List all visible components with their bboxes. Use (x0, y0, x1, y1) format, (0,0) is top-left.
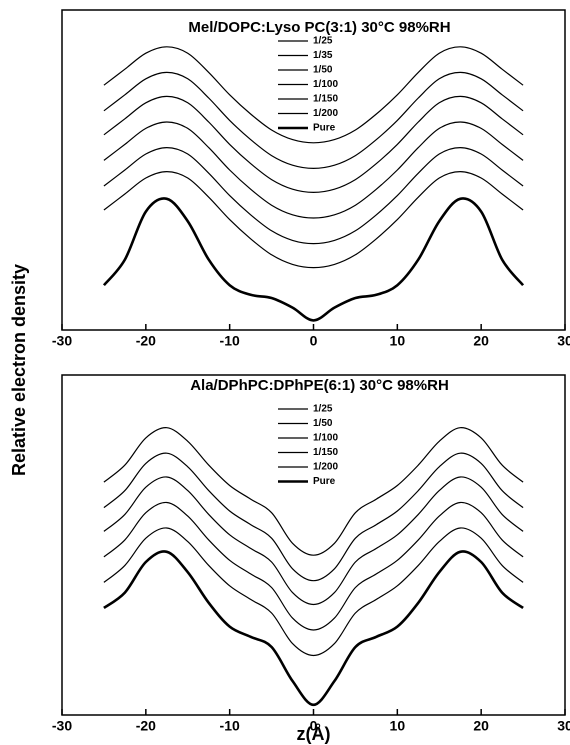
chart-title: Mel/DOPC:Lyso PC(3:1) 30°C 98%RH (188, 19, 450, 36)
legend-label: 1/150 (313, 447, 338, 458)
x-tick-label: 10 (390, 718, 406, 734)
x-tick-label: -10 (220, 718, 240, 734)
legend-label: 1/50 (313, 65, 333, 76)
x-axis-label: z(Å) (297, 724, 331, 744)
data-line (103, 170, 524, 269)
x-tick-label: 10 (390, 333, 406, 349)
data-line (103, 146, 524, 245)
data-line (103, 427, 524, 556)
data-line (102, 197, 525, 322)
legend-label: Pure (313, 123, 336, 134)
data-line (103, 452, 524, 582)
y-axis-label: Relative electron density (9, 264, 29, 476)
x-tick-label: -30 (52, 333, 72, 349)
chart-title: Ala/DPhPC:DPhPE(6:1) 30°C 98%RH (190, 377, 449, 394)
data-line (103, 46, 524, 144)
x-tick-label: 0 (310, 333, 318, 349)
x-tick-label: -10 (220, 333, 240, 349)
x-tick-label: 20 (473, 718, 489, 734)
legend-label: 1/25 (313, 36, 333, 47)
data-line (103, 527, 524, 657)
data-line (103, 501, 524, 631)
legend-label: 1/200 (313, 108, 338, 119)
data-line (103, 121, 524, 219)
data-line (103, 476, 524, 606)
x-tick-label: -30 (52, 718, 72, 734)
x-tick-label: 30 (557, 333, 570, 349)
legend-label: 1/100 (313, 433, 338, 444)
x-tick-label: 0 (310, 718, 318, 734)
legend-label: 1/200 (313, 462, 338, 473)
legend-label: 1/50 (313, 418, 333, 429)
legend-label: 1/150 (313, 94, 338, 105)
x-tick-label: 30 (557, 718, 570, 734)
data-line (103, 71, 524, 170)
data-line (103, 95, 524, 194)
x-tick-label: 20 (473, 333, 489, 349)
legend-label: 1/100 (313, 79, 338, 90)
data-line (103, 550, 524, 707)
legend-label: 1/25 (313, 404, 333, 415)
legend-label: 1/35 (313, 50, 333, 61)
x-tick-label: -20 (136, 333, 156, 349)
legend-label: Pure (313, 476, 336, 487)
x-tick-label: -20 (136, 718, 156, 734)
